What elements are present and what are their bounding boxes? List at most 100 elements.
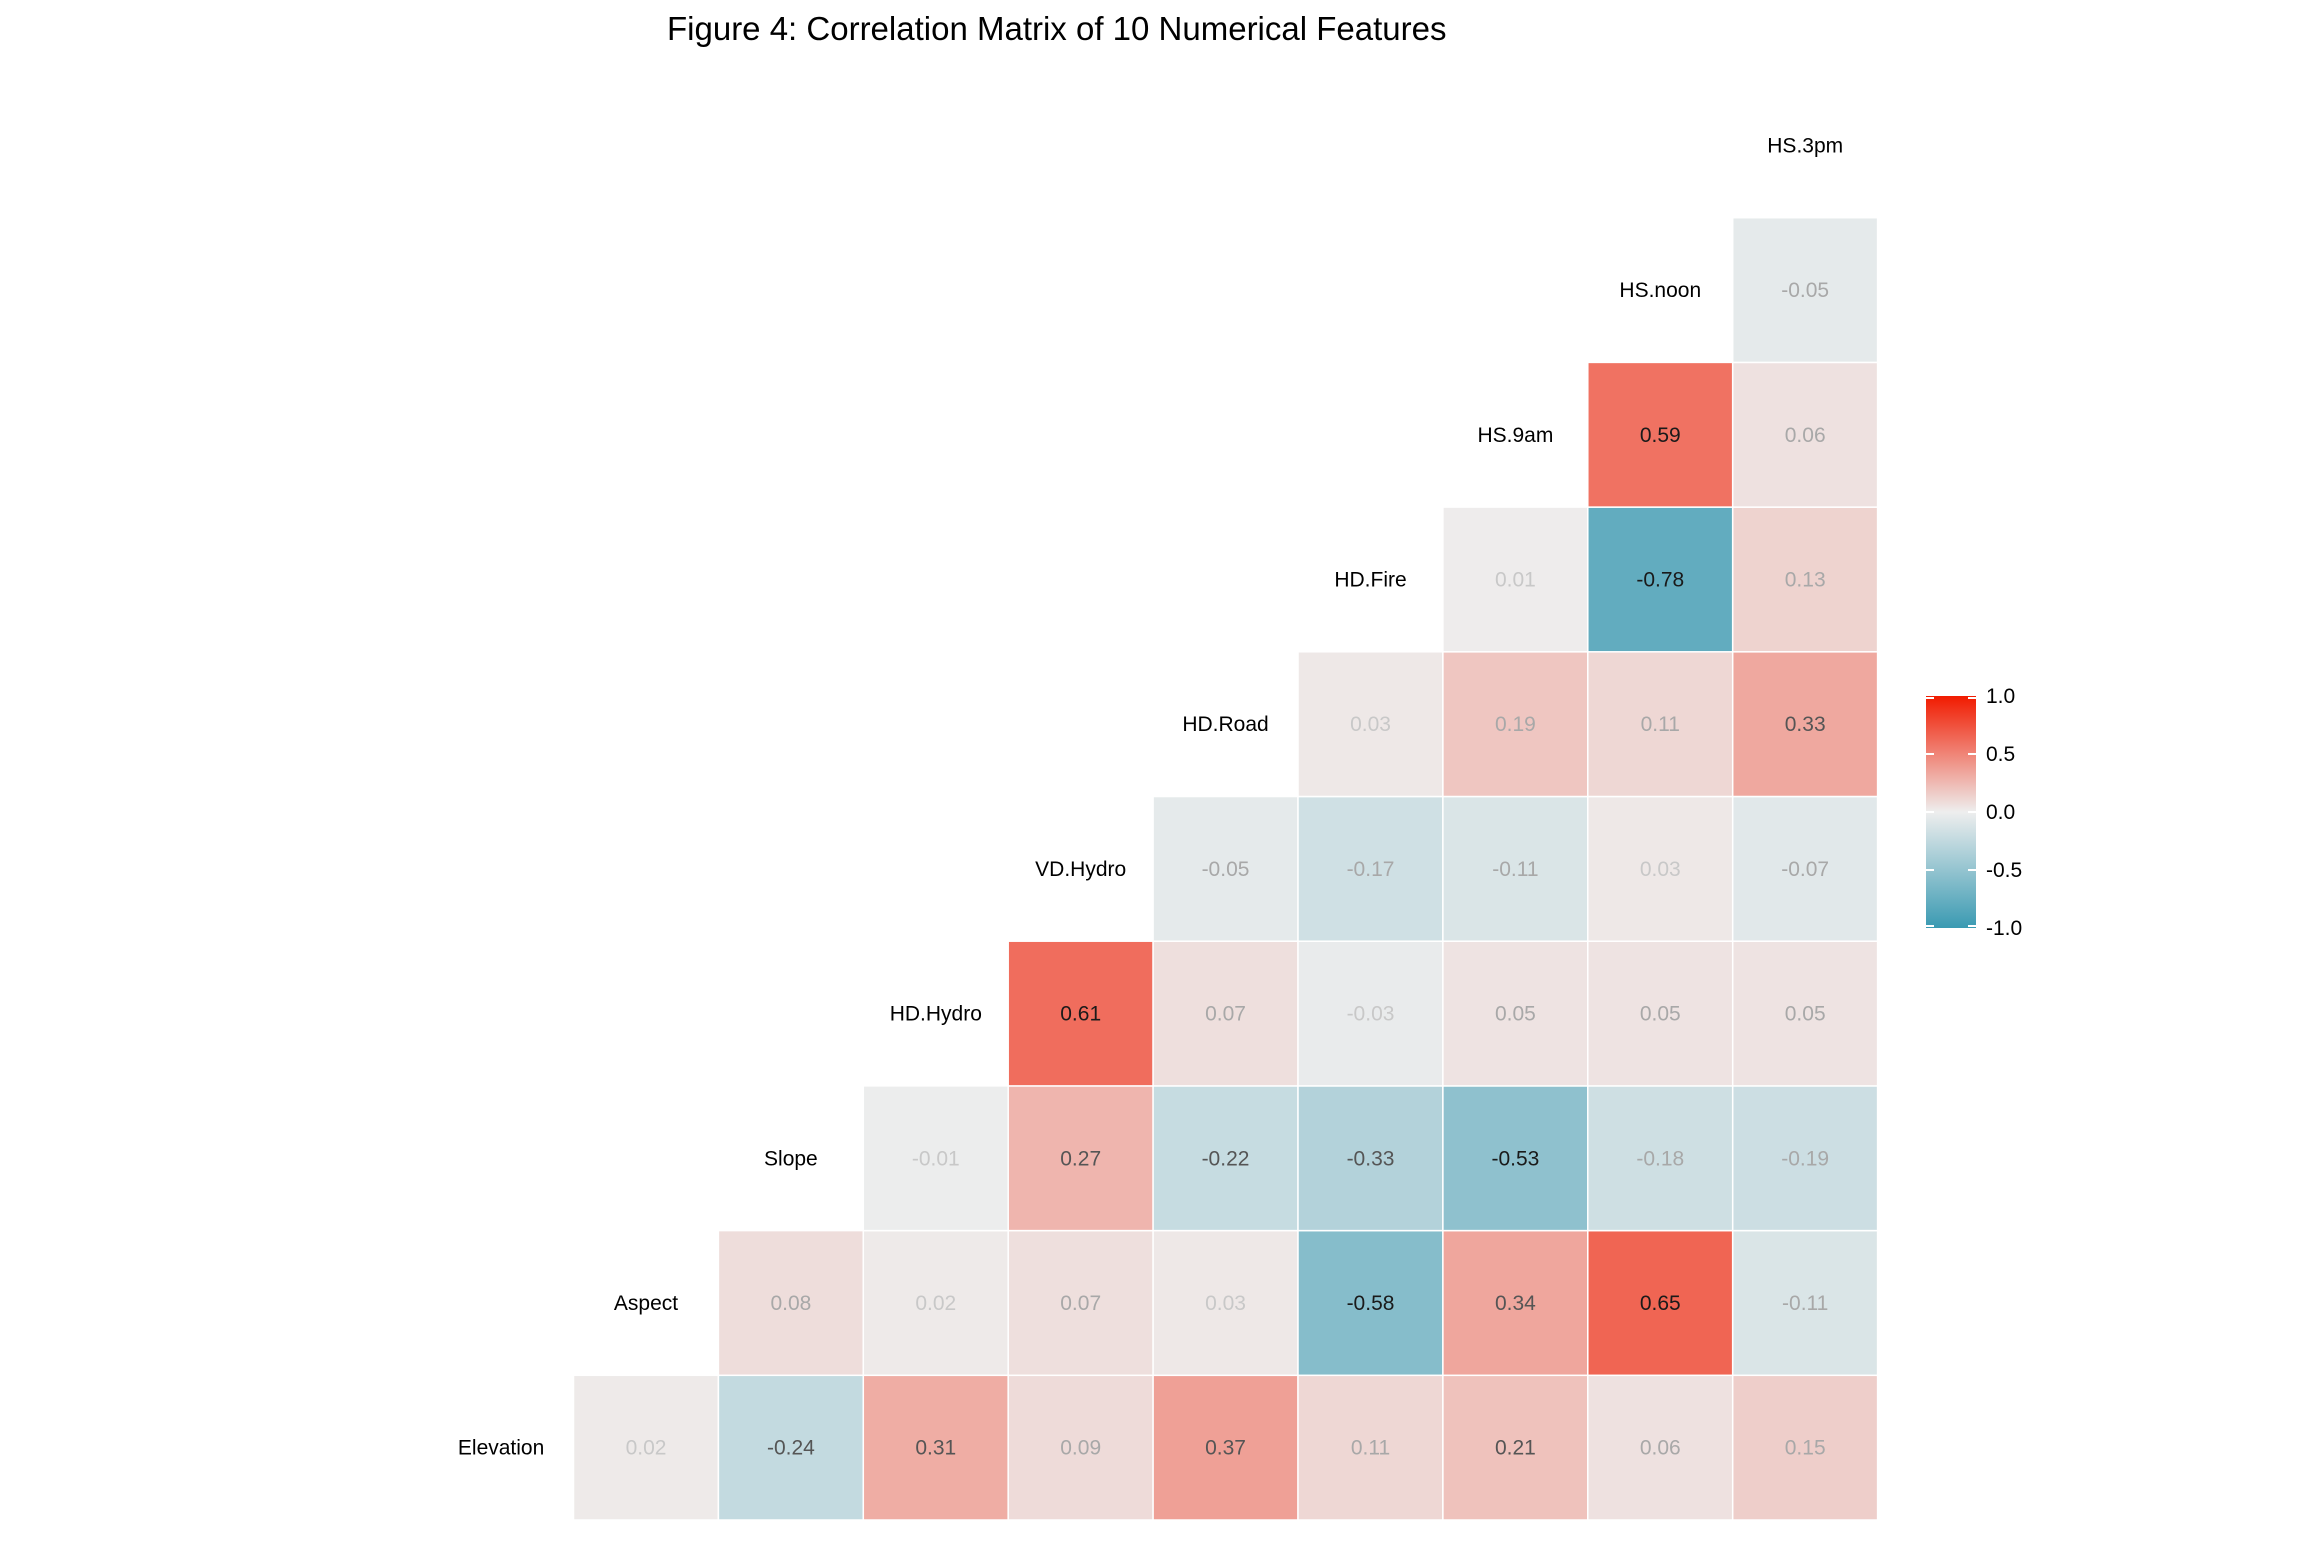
heatmap-cell [1731, 1374, 1879, 1521]
cell-value-label: 0.05 [1495, 1003, 1536, 1026]
cell-value-label: -0.78 [1636, 569, 1684, 592]
variable-label: HD.Hydro [890, 1003, 982, 1026]
heatmap-cell [572, 1374, 720, 1521]
heatmap-cell [1442, 651, 1589, 798]
cell-value-label: 0.61 [1060, 1003, 1101, 1026]
heatmap-cell [862, 1085, 1009, 1232]
cell-value-label: 0.05 [1785, 1003, 1826, 1026]
heatmap-cell [1587, 506, 1734, 653]
heatmap-cell [1007, 1374, 1154, 1521]
heatmap-cell [862, 1374, 1009, 1521]
legend-tick-label: 1.0 [1986, 685, 2015, 708]
heatmap-cell [717, 1374, 865, 1521]
heatmap-cell [1297, 651, 1444, 798]
cell-value-label: 0.27 [1060, 1147, 1101, 1170]
cell-value-label: 0.15 [1785, 1437, 1826, 1460]
heatmap-cells: 0.02 -0.24 0.08 0.31 0.02 -0.01 0.09 0.07 0.27 0.… [572, 216, 1879, 1521]
heatmap-cell [1731, 940, 1879, 1087]
variable-labels: Elevation Aspect Slope HD.Hydro VD.Hydro HD.R… [458, 134, 1843, 1459]
cell-value-label: 0.07 [1205, 1003, 1246, 1026]
cell-value-label: -0.05 [1202, 858, 1250, 881]
cell-value-label: 0.05 [1640, 1003, 1681, 1026]
heatmap-cell [1731, 361, 1879, 508]
variable-label: HD.Fire [1334, 569, 1406, 592]
legend-tick-label: 0.0 [1986, 801, 2015, 824]
chart-title: Figure 4: Correlation Matrix of 10 Numer… [667, 10, 1446, 47]
legend-tick-label: -0.5 [1986, 859, 2022, 882]
heatmap-cell [862, 1229, 1009, 1377]
cell-value-label: 0.31 [915, 1437, 956, 1460]
cell-value-label: -0.53 [1491, 1147, 1539, 1170]
color-legend: 1.0 0.5 0.0 -0.5 -1.0 [1926, 685, 2022, 940]
heatmap-cell [1007, 1229, 1154, 1377]
heatmap-cell [1442, 1229, 1589, 1377]
cell-value-label: -0.11 [1782, 1292, 1828, 1315]
legend-tick-label: 0.5 [1986, 743, 2015, 766]
cell-value-label: -0.58 [1347, 1292, 1395, 1315]
legend-tick-label: -1.0 [1986, 917, 2022, 940]
cell-value-label: 0.09 [1060, 1437, 1101, 1460]
cell-value-label: 0.02 [626, 1437, 667, 1460]
cell-value-label: 0.19 [1495, 713, 1536, 736]
variable-label: HS.3pm [1767, 134, 1843, 157]
cell-value-label: 0.03 [1205, 1292, 1246, 1315]
cell-value-label: 0.37 [1205, 1437, 1246, 1460]
variable-label: Aspect [614, 1292, 678, 1315]
cell-value-label: -0.24 [767, 1437, 815, 1460]
cell-value-label: 0.13 [1785, 569, 1826, 592]
heatmap-cell [1297, 940, 1444, 1087]
heatmap-cell [1152, 1229, 1299, 1377]
cell-value-label: 0.33 [1785, 713, 1826, 736]
cell-value-label: -0.33 [1347, 1147, 1395, 1170]
heatmap-cell [1442, 506, 1589, 653]
cell-value-label: 0.34 [1495, 1292, 1536, 1315]
cell-value-label: 0.03 [1350, 713, 1391, 736]
heatmap-cell [1731, 795, 1879, 942]
heatmap-cell [1442, 940, 1589, 1087]
heatmap-cell [1297, 795, 1444, 942]
heatmap-cell [1731, 651, 1879, 798]
legend-colorbar [1926, 696, 1976, 928]
cell-value-label: 0.02 [915, 1292, 956, 1315]
heatmap-cell [1152, 1085, 1299, 1232]
variable-label: HS.9am [1477, 424, 1553, 447]
heatmap-cell [1587, 361, 1734, 508]
heatmap-cell [1007, 1085, 1154, 1232]
variable-label: HD.Road [1182, 713, 1268, 736]
cell-value-label: -0.19 [1781, 1147, 1829, 1170]
cell-value-label: 0.08 [770, 1292, 811, 1315]
heatmap-cell [1731, 1229, 1879, 1377]
heatmap-cell [1297, 1374, 1444, 1521]
cell-value-label: -0.01 [912, 1147, 960, 1170]
cell-value-label: 0.11 [1351, 1437, 1390, 1460]
cell-value-label: -0.22 [1202, 1147, 1250, 1170]
cell-value-label: -0.18 [1636, 1147, 1684, 1170]
cell-value-label: -0.07 [1781, 858, 1829, 881]
cell-value-label: 0.07 [1060, 1292, 1101, 1315]
cell-value-label: 0.06 [1785, 424, 1826, 447]
cell-value-label: 0.59 [1640, 424, 1681, 447]
cell-value-label: -0.17 [1347, 858, 1395, 881]
heatmap-cell [1297, 1085, 1444, 1232]
cell-value-label: 0.06 [1640, 1437, 1681, 1460]
heatmap-cell [1587, 651, 1734, 798]
cell-value-label: -0.03 [1347, 1003, 1395, 1026]
cell-value-label: 0.11 [1641, 713, 1680, 736]
variable-label: Slope [764, 1147, 818, 1170]
heatmap-cell [1731, 216, 1879, 364]
cell-value-label: 0.01 [1495, 569, 1536, 592]
heatmap-cell [717, 1229, 865, 1377]
heatmap-cell [1587, 1374, 1734, 1521]
cell-value-label: 0.65 [1640, 1292, 1681, 1315]
cell-value-label: 0.21 [1495, 1437, 1536, 1460]
cell-value-label: -0.11 [1492, 858, 1538, 881]
variable-label: HS.noon [1619, 279, 1701, 302]
variable-label: Elevation [458, 1437, 544, 1460]
cell-value-label: 0.03 [1640, 858, 1681, 881]
variable-label: VD.Hydro [1035, 858, 1126, 881]
heatmap-cell [1007, 940, 1154, 1087]
cell-value-label: -0.05 [1781, 279, 1829, 302]
heatmap-cell [1152, 795, 1299, 942]
